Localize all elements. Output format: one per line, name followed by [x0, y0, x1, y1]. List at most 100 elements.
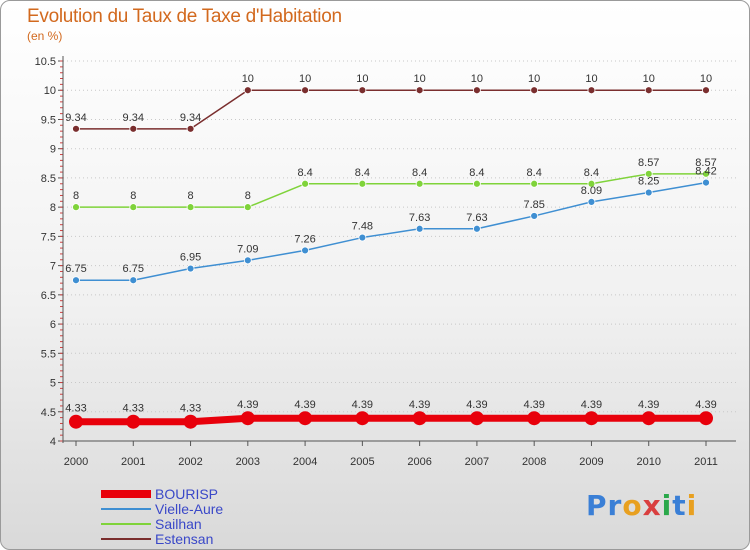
logo-letter: P [586, 489, 608, 522]
data-label: 4.39 [237, 399, 258, 411]
y-tick-label: 7.5 [41, 231, 56, 243]
data-point [641, 411, 656, 426]
logo-letter: t [672, 489, 687, 522]
x-tick-label: 2003 [236, 456, 260, 468]
x-tick-label: 2009 [579, 456, 603, 468]
legend-item-estensan[interactable]: Estensan [101, 531, 301, 547]
data-label: 7.09 [237, 243, 258, 255]
y-tick-label: 9 [50, 144, 56, 156]
data-label: 9.34 [65, 112, 86, 124]
data-point [412, 411, 427, 426]
data-point [183, 414, 198, 429]
data-label: 4.39 [294, 399, 315, 411]
data-label: 6.95 [180, 252, 201, 264]
data-label: 9.34 [180, 112, 201, 124]
data-point [530, 86, 539, 95]
y-tick-label: 10 [44, 85, 56, 97]
x-tick-label: 2000 [64, 456, 88, 468]
data-label: 4.39 [409, 399, 430, 411]
data-point [72, 124, 80, 133]
chart-title: Evolution du Taux de Taxe d'Habitation [27, 6, 342, 27]
y-tick-label: 8.5 [41, 173, 56, 185]
legend-item-sailhan[interactable]: Sailhan [101, 516, 301, 532]
logo-letter: i [686, 489, 698, 522]
legend-swatch-sailhan [101, 523, 151, 525]
x-tick-label: 2010 [636, 456, 660, 468]
y-tick-label: 9.5 [41, 114, 56, 126]
x-tick-label: 2008 [522, 456, 546, 468]
data-point [126, 414, 141, 429]
data-label: 8.4 [584, 167, 599, 179]
data-label: 4.33 [65, 403, 86, 415]
data-label: 10 [700, 73, 712, 85]
y-tick-label: 4 [50, 436, 56, 448]
series-line-vielle-aure [76, 181, 707, 281]
data-label: 7.48 [352, 221, 373, 233]
x-tick-label: 2005 [350, 456, 374, 468]
data-label: 8.42 [695, 166, 716, 178]
data-label: 10 [414, 73, 426, 85]
data-point [530, 179, 539, 188]
data-point [72, 203, 80, 212]
data-point [186, 203, 195, 212]
data-point [644, 86, 653, 95]
legend-label-bourisp: BOURISP [155, 486, 219, 502]
data-point [186, 124, 195, 133]
data-point [702, 178, 710, 187]
data-point [587, 197, 596, 206]
x-tick-label: 2006 [407, 456, 431, 468]
data-point [240, 411, 255, 426]
data-label: 10 [643, 73, 655, 85]
data-label: 4.39 [523, 399, 544, 411]
data-point [702, 169, 710, 178]
legend-item-bourisp[interactable]: BOURISP [101, 486, 301, 502]
x-tick-label: 2002 [178, 456, 202, 468]
data-label: 9.34 [123, 112, 144, 124]
x-tick-label: 2001 [121, 456, 145, 468]
data-point [298, 411, 313, 426]
data-point [358, 233, 367, 242]
data-label: 4.39 [695, 399, 716, 411]
data-label: 10 [585, 73, 597, 85]
logo-letter: r [607, 489, 623, 522]
data-point [473, 224, 481, 233]
legend-label-estensan: Estensan [155, 531, 214, 547]
legend-item-vielle-aure[interactable]: Vielle-Aure [101, 501, 301, 517]
legend-swatch-bourisp [101, 490, 151, 498]
data-label: 10 [242, 73, 254, 85]
data-label: 7.63 [466, 212, 487, 224]
data-label: 4.33 [123, 403, 144, 415]
data-point [587, 179, 596, 188]
data-point [527, 411, 542, 426]
data-label: 4.39 [638, 399, 659, 411]
data-label: 6.75 [123, 263, 144, 275]
data-label: 4.39 [581, 399, 602, 411]
data-label: 4.39 [466, 399, 487, 411]
data-point [415, 179, 424, 188]
y-tick-label: 6 [50, 319, 56, 331]
y-tick-label: 8 [50, 202, 56, 214]
legend-label-sailhan: Sailhan [155, 516, 202, 532]
data-label: 8.4 [527, 167, 542, 179]
x-tick-label: 2007 [465, 456, 489, 468]
data-point [129, 276, 138, 285]
data-point [355, 411, 370, 426]
y-tick-label: 7 [50, 261, 56, 273]
data-label: 8.57 [695, 157, 716, 169]
data-point [473, 86, 481, 95]
data-label: 10 [299, 73, 311, 85]
proxiti-logo: Proxiti [586, 489, 697, 522]
data-label: 8 [245, 190, 251, 202]
data-point [584, 411, 599, 426]
data-label: 8.25 [638, 176, 659, 188]
data-point [699, 411, 713, 426]
data-label: 4.39 [352, 399, 373, 411]
series-line-bourisp [76, 414, 706, 426]
data-point [644, 188, 653, 197]
data-point [243, 203, 252, 212]
data-point [587, 86, 596, 95]
y-tick-label: 5 [50, 378, 56, 390]
data-label: 7.85 [523, 199, 544, 211]
data-label: 8.4 [469, 167, 484, 179]
